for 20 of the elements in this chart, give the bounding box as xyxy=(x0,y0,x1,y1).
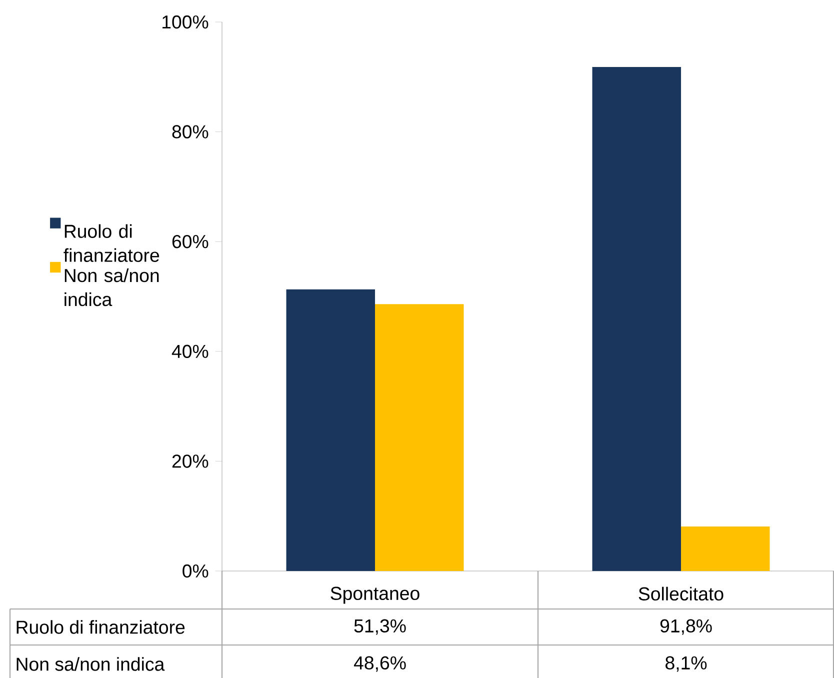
y-tick-label: 40% xyxy=(172,344,208,358)
bar xyxy=(375,304,464,571)
x-tick-label: Spontaneo xyxy=(330,586,420,604)
y-tick-label: 100% xyxy=(162,15,208,29)
legend-label: Ruolo di finanziatore xyxy=(64,224,160,262)
y-tick-label: 80% xyxy=(172,125,208,138)
bar xyxy=(592,67,682,571)
x-tick-label: Sollecitato xyxy=(638,586,724,601)
data-label: 48,6% xyxy=(354,656,406,672)
bar xyxy=(681,526,770,571)
y-tick-label: 20% xyxy=(172,454,208,468)
text: Non sa/non indica xyxy=(16,657,165,671)
data-label: 8,1% xyxy=(666,656,707,672)
y-tick-label: 0% xyxy=(182,564,208,578)
data-label: 91,8% xyxy=(660,619,712,635)
data-label: 51,3% xyxy=(354,619,406,635)
y-tick-label: 60% xyxy=(172,234,208,248)
text: Ruolo di finanziatore xyxy=(16,620,185,634)
legend-label: Non sa/non indica xyxy=(64,268,159,306)
bar xyxy=(286,289,375,571)
